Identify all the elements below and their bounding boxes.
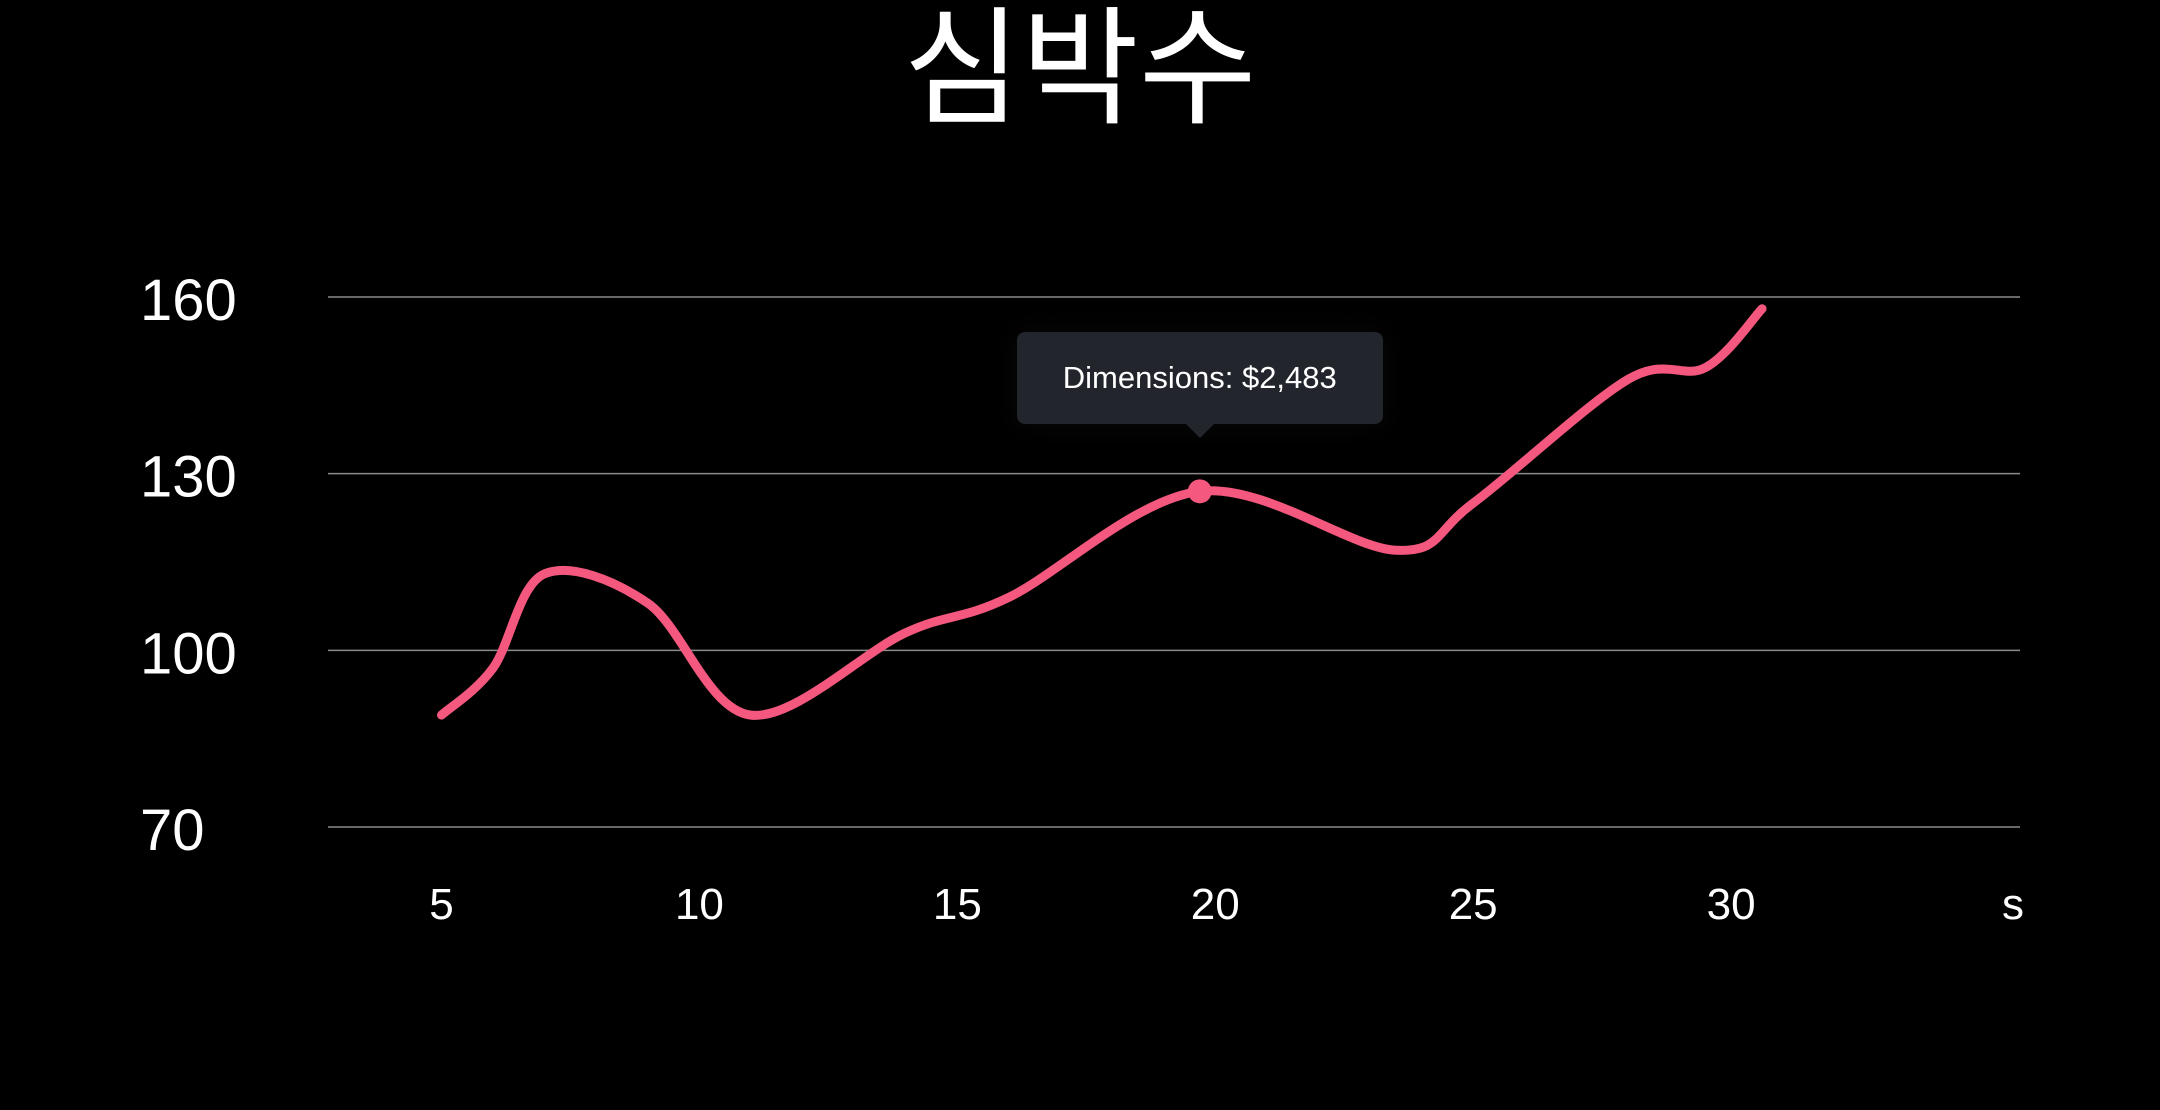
tooltip-arrow [1185,424,1214,439]
y-tick-label: 100 [140,621,237,686]
x-axis-label: s [2002,880,2024,929]
tooltip-text: Dimensions: $2,483 [1062,360,1337,396]
x-tick-label: 25 [1449,880,1498,929]
x-tick-label: 15 [933,880,982,929]
y-tick-label: 70 [140,798,205,863]
chart-title: 심박수 [903,0,1257,144]
data-tooltip: Dimensions: $2,483 [1016,332,1383,439]
y-tick-label: 160 [140,268,237,333]
x-tick-label: 20 [1191,880,1240,929]
x-tick-label: 5 [429,880,453,929]
highlight-point [1187,479,1212,504]
series-line-0 [436,304,1767,720]
x-tick-label: 30 [1707,880,1756,929]
x-tick-label: 10 [675,880,724,929]
y-tick-label: 130 [140,445,237,510]
